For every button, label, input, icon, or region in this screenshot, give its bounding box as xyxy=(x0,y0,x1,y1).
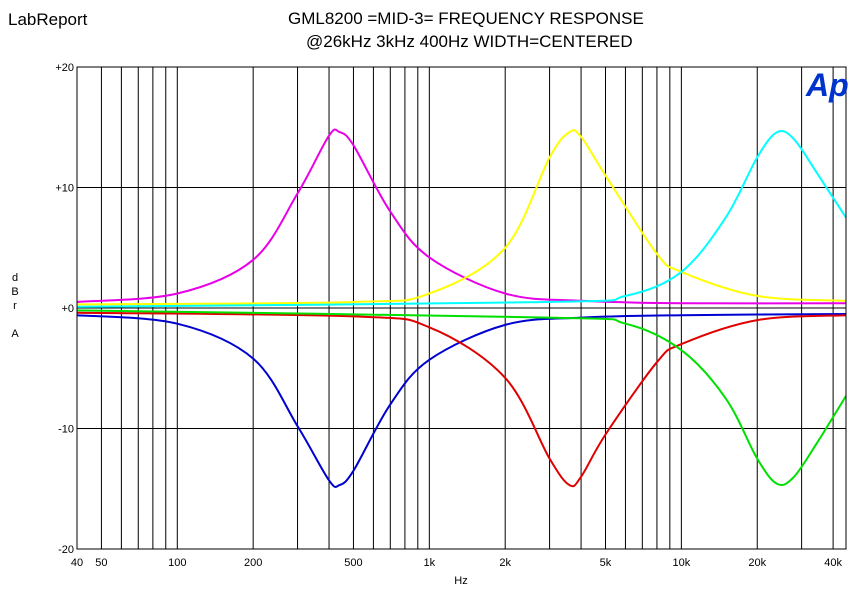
series-line xyxy=(76,129,847,308)
x-tick-label: 20k xyxy=(748,557,766,569)
x-tick-label: 5k xyxy=(600,557,612,569)
y-axis-label-char: A xyxy=(11,328,19,340)
plot-frame xyxy=(76,66,847,550)
y-axis-label: dBr A xyxy=(11,272,19,340)
ap-logo: Ap xyxy=(805,67,849,103)
series-line xyxy=(76,309,847,487)
series-lines xyxy=(76,128,847,489)
y-tick-label: +10 xyxy=(55,183,74,195)
series-line xyxy=(76,313,847,489)
series-line xyxy=(76,311,847,488)
x-tick-label: 50 xyxy=(95,557,107,569)
series-line xyxy=(76,129,847,306)
x-tick-label: 200 xyxy=(244,557,262,569)
tick-labels: 40 50 100 200 500 1k 2k 5k 10k 20k 40k +20 +10 +0 -10 -… xyxy=(55,62,842,569)
y-tick-label: -20 xyxy=(58,544,74,556)
series-line xyxy=(76,128,847,305)
x-tick-label: 100 xyxy=(168,557,186,569)
y-axis-label-char: B xyxy=(11,286,18,298)
y-tick-label: -10 xyxy=(58,424,74,436)
app-name: LabReport xyxy=(8,10,88,29)
x-tick-label: 2k xyxy=(499,557,511,569)
x-axis-label: Hz xyxy=(454,575,467,587)
x-tick-label: 10k xyxy=(672,557,690,569)
grid xyxy=(77,67,846,549)
x-tick-label: 500 xyxy=(344,557,362,569)
chart-title-line1: GML8200 =MID-3= FREQUENCY RESPONSE xyxy=(288,9,644,28)
x-tick-label: 1k xyxy=(424,557,436,569)
y-tick-label: +0 xyxy=(61,303,74,315)
x-tick-label: 40 xyxy=(71,557,83,569)
y-axis-label-char: r xyxy=(13,300,17,312)
chart-title-line2: @26kHz 3kHz 400Hz WIDTH=CENTERED xyxy=(306,32,633,51)
y-axis-label-char: d xyxy=(12,272,18,284)
x-tick-label: 40k xyxy=(824,557,842,569)
y-tick-label: +20 xyxy=(55,62,74,74)
